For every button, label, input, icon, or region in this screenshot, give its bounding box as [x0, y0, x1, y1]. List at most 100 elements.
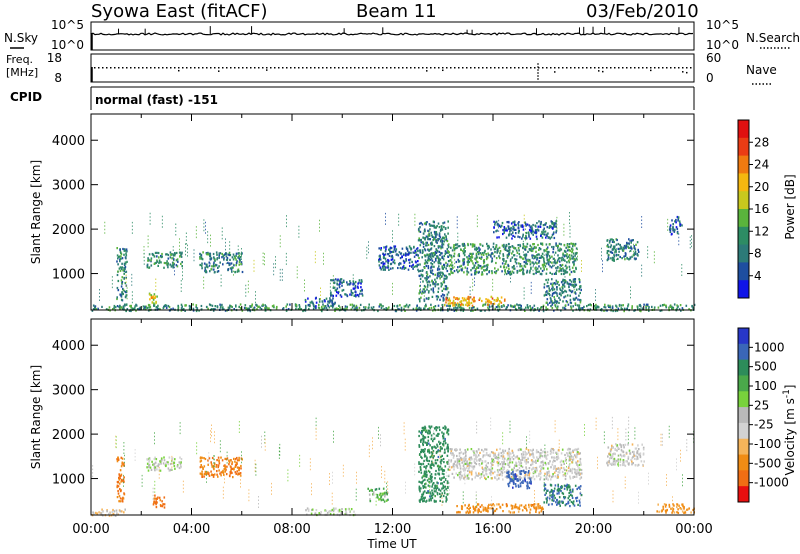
echo-cell	[441, 289, 444, 292]
echo-cell	[120, 474, 122, 477]
echo-cell	[575, 469, 577, 472]
echo-cell	[493, 454, 495, 458]
echo-cell	[546, 473, 548, 476]
echo-cell	[431, 254, 434, 257]
echo-cell	[676, 232, 679, 235]
echo-cell	[441, 244, 443, 247]
echo-cell	[550, 298, 552, 301]
freq-dot	[422, 67, 424, 69]
echo-cell	[231, 467, 234, 470]
echo-cell	[502, 468, 504, 471]
echo-cell	[447, 462, 450, 465]
echo-cell	[484, 460, 487, 463]
echo-cell	[323, 299, 326, 302]
echo-cell	[432, 289, 434, 292]
echo-cell	[671, 305, 673, 308]
echo-cell	[438, 440, 440, 443]
echo-cell	[346, 281, 348, 284]
echo-cell	[430, 494, 433, 497]
echo-cell	[677, 305, 679, 308]
echo-cell	[360, 282, 362, 285]
echo-cell	[532, 467, 534, 470]
echo-cell	[508, 233, 511, 236]
echo-cell	[216, 470, 218, 473]
echo-cell	[349, 281, 352, 285]
echo-cell	[544, 223, 547, 226]
echo-cell	[573, 270, 576, 273]
echo-cell	[452, 302, 455, 305]
echo-cell	[508, 450, 510, 453]
freq-dot	[278, 67, 280, 69]
echo-cell	[152, 297, 154, 300]
echo-cell	[115, 509, 118, 512]
echo-cell	[165, 306, 168, 309]
freq-dot	[414, 67, 416, 69]
echo-cell	[414, 249, 416, 252]
echo-cell	[589, 308, 592, 311]
echo-cell	[447, 309, 449, 312]
echo-cell	[431, 295, 434, 298]
echo-cell	[357, 295, 360, 298]
echo-cell	[431, 483, 434, 486]
echo-cell	[476, 307, 479, 310]
echo-cell	[540, 242, 543, 245]
echo-cell	[547, 303, 549, 306]
echo-cell	[472, 505, 474, 508]
nsky-tick-bottom: 10^0	[51, 38, 84, 52]
freq-dot	[434, 67, 436, 69]
echo-cell	[466, 270, 468, 273]
echo-cell	[418, 461, 420, 464]
echo-cell	[426, 262, 429, 265]
echo-cell	[476, 260, 478, 263]
echo-cell	[619, 247, 621, 250]
freq-dot	[438, 67, 440, 69]
echo-cell	[611, 240, 614, 243]
echo-cell	[403, 305, 406, 308]
colorbar-swatch	[738, 244, 749, 263]
echo-cell	[436, 445, 439, 448]
echo-cell	[285, 309, 288, 312]
echo-cell	[453, 244, 455, 247]
echo-cell	[117, 485, 120, 488]
echo-cell	[450, 459, 453, 462]
echo-cell	[546, 252, 549, 255]
echo-cell	[420, 498, 422, 501]
echo-cell	[545, 477, 548, 480]
echo-cell	[636, 241, 639, 244]
echo-cell	[160, 504, 162, 508]
echo-cell	[224, 467, 227, 470]
echo-cell	[125, 276, 127, 279]
echo-cell	[528, 467, 531, 470]
echo-cell	[353, 510, 355, 513]
echo-cell	[560, 459, 563, 462]
echo-cell	[427, 484, 430, 487]
echo-cell	[463, 473, 466, 476]
echo-cell	[558, 471, 561, 474]
cpid-value: normal (fast) -151	[95, 93, 218, 107]
echo-cell	[487, 475, 489, 479]
echo-cell	[216, 473, 218, 476]
freq-dot	[598, 70, 600, 72]
echo-cell	[478, 448, 480, 451]
echo-cell	[541, 455, 544, 458]
echo-cell	[553, 301, 555, 304]
echo-cell	[344, 293, 346, 296]
echo-cell	[457, 304, 460, 307]
echo-cell	[439, 499, 441, 502]
echo-cell	[560, 243, 562, 246]
echo-cell	[157, 304, 159, 307]
echo-cell	[503, 229, 505, 232]
echo-cell	[618, 303, 621, 307]
echo-cell	[498, 303, 500, 306]
echo-cell	[476, 459, 478, 462]
echo-cell	[198, 309, 200, 312]
echo-cell	[535, 270, 538, 273]
echo-cell	[480, 510, 482, 513]
echo-cell	[117, 279, 120, 283]
echo-cell	[488, 308, 490, 311]
echo-cell	[364, 308, 367, 311]
echo-cell	[466, 273, 468, 276]
echo-cell	[488, 253, 490, 257]
echo-cell	[331, 294, 333, 297]
echo-cell	[221, 303, 223, 306]
